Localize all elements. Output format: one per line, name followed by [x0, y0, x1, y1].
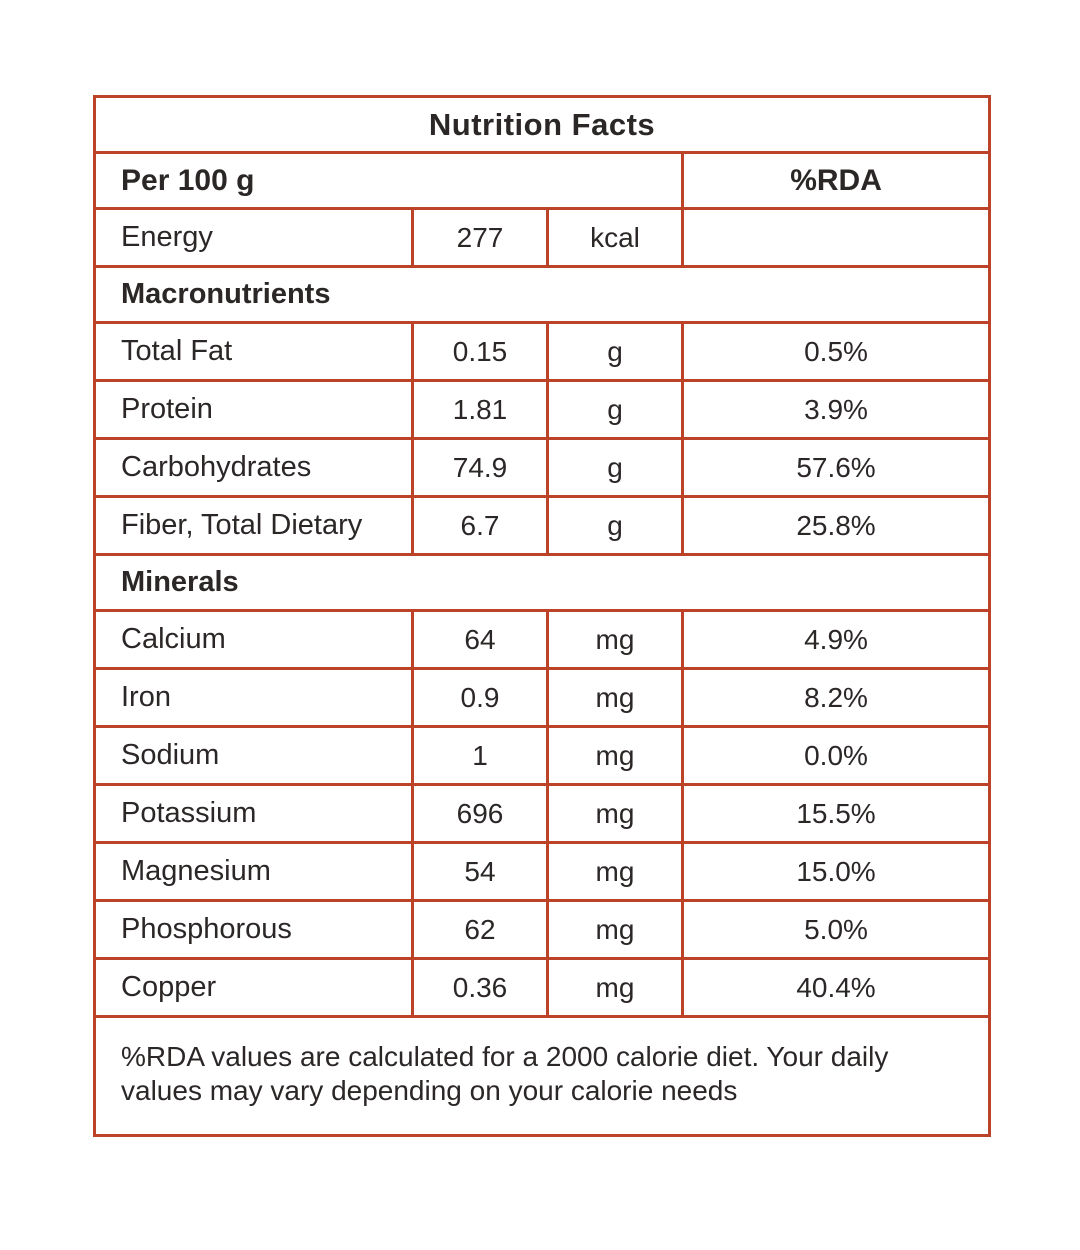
nutrient-value: 62	[411, 899, 549, 960]
nutrient-unit: g	[546, 379, 684, 440]
nutrient-label: Sodium	[93, 725, 414, 786]
nutrient-rda: 4.9%	[680, 609, 992, 670]
nutrient-row: Carbohydrates 74.9 g 57.6%	[93, 437, 992, 498]
nutrient-value: 0.9	[411, 667, 549, 728]
nutrient-value: 696	[411, 783, 549, 844]
nutrient-unit: mg	[546, 725, 684, 786]
nutrient-unit: mg	[546, 609, 684, 670]
nutrient-unit: g	[546, 321, 684, 382]
nutrient-value: 64	[411, 609, 549, 670]
footnote-row: %RDA values are calculated for a 2000 ca…	[92, 1014, 992, 1138]
nutrient-rda	[680, 207, 992, 268]
nutrient-value: 0.15	[411, 321, 549, 382]
table-title: Nutrition Facts	[92, 95, 992, 154]
nutrient-row: Potassium 696 mg 15.5%	[93, 783, 992, 844]
nutrient-label: Phosphorous	[93, 899, 414, 960]
nutrient-label: Potassium	[93, 783, 414, 844]
nutrient-value: 1.81	[411, 379, 549, 440]
nutrient-label: Iron	[93, 667, 414, 728]
nutrient-row: Fiber, Total Dietary 6.7 g 25.8%	[93, 495, 992, 556]
nutrient-rda: 57.6%	[680, 437, 992, 498]
nutrient-unit: g	[546, 437, 684, 498]
nutrient-row: Copper 0.36 mg 40.4%	[93, 957, 992, 1018]
title-row: Nutrition Facts	[92, 95, 992, 154]
nutrient-value: 277	[411, 207, 549, 268]
energy-row: Energy 277 kcal	[93, 207, 992, 268]
nutrient-value: 6.7	[411, 495, 549, 556]
nutrient-row: Calcium 64 mg 4.9%	[93, 609, 992, 670]
nutrient-unit: mg	[546, 783, 684, 844]
nutrient-row: Total Fat 0.15 g 0.5%	[93, 321, 992, 382]
serving-size-header: Per 100 g	[93, 151, 684, 210]
nutrient-rda: 8.2%	[680, 667, 992, 728]
nutrient-label: Calcium	[93, 609, 414, 670]
nutrient-row: Protein 1.81 g 3.9%	[93, 379, 992, 440]
nutrient-unit: mg	[546, 667, 684, 728]
rda-column-header: %RDA	[680, 151, 992, 210]
nutrient-unit: g	[546, 495, 684, 556]
nutrient-label: Protein	[93, 379, 414, 440]
nutrient-label: Magnesium	[93, 841, 414, 902]
nutrient-unit: kcal	[546, 207, 684, 268]
nutrient-rda: 5.0%	[680, 899, 992, 960]
rda-footnote: %RDA values are calculated for a 2000 ca…	[92, 1014, 992, 1138]
nutrition-facts-table: Nutrition Facts Per 100 g %RDA Energy 27…	[92, 95, 992, 1138]
nutrient-label: Carbohydrates	[93, 437, 414, 498]
nutrient-unit: mg	[546, 841, 684, 902]
nutrient-unit: mg	[546, 957, 684, 1018]
nutrient-rda: 3.9%	[680, 379, 992, 440]
nutrient-rda: 0.5%	[680, 321, 992, 382]
section-header-minerals: Minerals	[92, 553, 992, 612]
nutrient-row: Phosphorous 62 mg 5.0%	[93, 899, 992, 960]
section-row-minerals: Minerals	[92, 553, 992, 612]
header-row: Per 100 g %RDA	[93, 151, 992, 210]
nutrient-rda: 15.0%	[680, 841, 992, 902]
nutrient-value: 54	[411, 841, 549, 902]
nutrient-label: Fiber, Total Dietary	[93, 495, 414, 556]
nutrient-unit: mg	[546, 899, 684, 960]
nutrient-rda: 40.4%	[680, 957, 992, 1018]
section-row-macronutrients: Macronutrients	[92, 265, 992, 324]
nutrient-label: Energy	[93, 207, 414, 268]
nutrient-rda: 15.5%	[680, 783, 992, 844]
nutrient-rda: 25.8%	[680, 495, 992, 556]
nutrient-value: 1	[411, 725, 549, 786]
nutrient-row: Iron 0.9 mg 8.2%	[93, 667, 992, 728]
nutrient-rda: 0.0%	[680, 725, 992, 786]
nutrient-row: Sodium 1 mg 0.0%	[93, 725, 992, 786]
nutrient-label: Copper	[93, 957, 414, 1018]
nutrient-label: Total Fat	[93, 321, 414, 382]
section-header-macronutrients: Macronutrients	[92, 265, 992, 324]
nutrient-value: 74.9	[411, 437, 549, 498]
nutrient-value: 0.36	[411, 957, 549, 1018]
nutrient-row: Magnesium 54 mg 15.0%	[93, 841, 992, 902]
